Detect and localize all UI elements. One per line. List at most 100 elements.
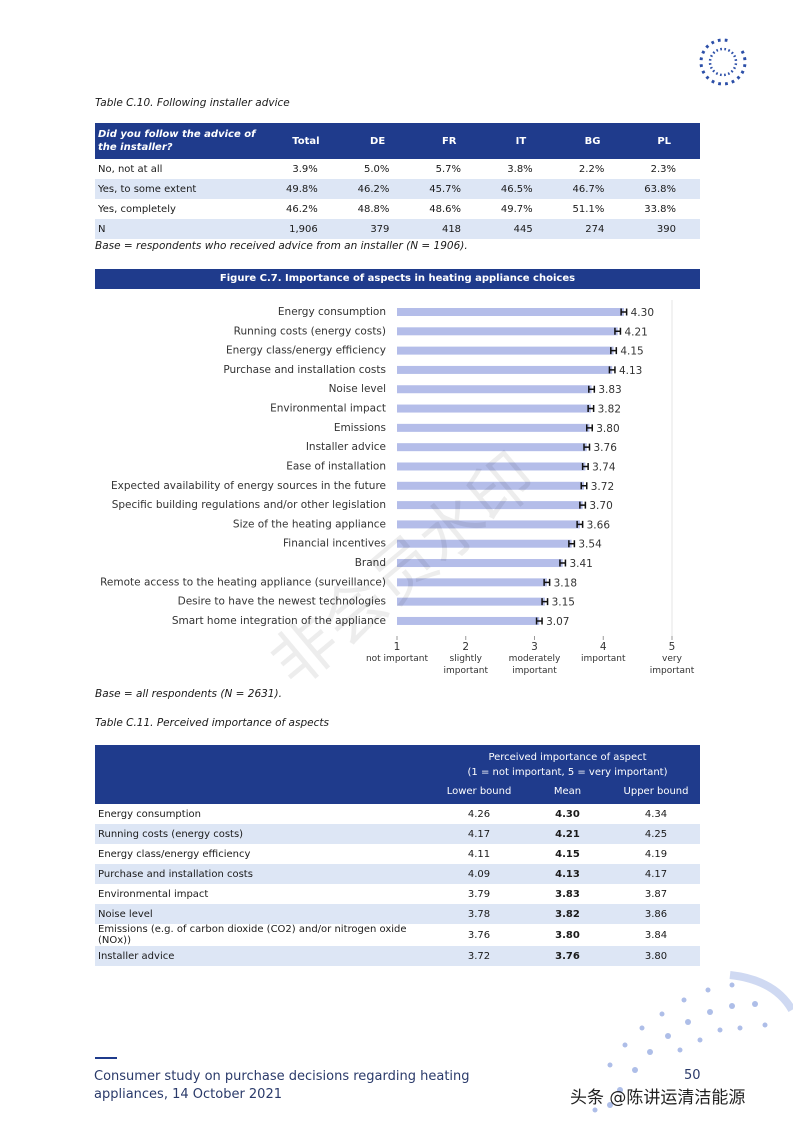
error-bar <box>576 520 584 528</box>
error-bar <box>614 327 622 335</box>
category-label: Environmental impact <box>270 403 386 415</box>
error-bar <box>583 443 591 451</box>
table-cell: 3.79 <box>467 888 491 900</box>
table-cell: 33.8% <box>644 203 676 215</box>
bar <box>397 597 545 606</box>
category-label: Desire to have the newest technologies <box>178 596 386 608</box>
figure-note: Base = all respondents (N = 2631). <box>95 688 282 700</box>
category-label: Size of the heating appliance <box>233 518 386 530</box>
category-label: Smart home integration of the appliance <box>172 615 386 627</box>
header-cell: IT <box>485 123 557 159</box>
category-label: Brand <box>355 557 386 569</box>
table-cell: 5.7% <box>435 163 462 175</box>
table-cell: 4.30 <box>555 808 580 820</box>
table-caption: Table C.10. Following installer advice <box>95 97 290 109</box>
table-cell: 46.7% <box>556 179 629 199</box>
table-cell: 1,906 <box>270 219 342 239</box>
table-cell: 4.15 <box>555 848 580 860</box>
header-cell: DE <box>341 123 414 159</box>
value-label: 4.21 <box>624 326 647 338</box>
table-cell: No, not at all <box>98 163 163 175</box>
header-cell: Did you follow the advice of the install… <box>95 123 271 159</box>
x-tick-label: 3 <box>531 641 538 653</box>
value-label: 4.15 <box>620 346 643 358</box>
value-label: 3.70 <box>589 500 612 512</box>
table-cell: Purchase and installation costs <box>95 864 435 884</box>
bar <box>397 520 580 529</box>
table-cell: 46.2% <box>285 203 318 215</box>
table-cell: 445 <box>485 219 557 239</box>
category-label: Ease of installation <box>286 460 386 472</box>
bar <box>397 385 592 394</box>
table-row: No, not at all 3.9% 5.0% 5.7% 3.8% 2.2% 2.3% <box>95 159 700 179</box>
table-cell: 3.76 <box>523 946 612 966</box>
table-cell: Environmental impact <box>98 888 209 900</box>
table-cell: Yes, to some extent <box>95 179 271 199</box>
table-cell: 3.8% <box>507 163 533 175</box>
error-bar <box>568 540 576 548</box>
value-label: 4.13 <box>619 365 642 377</box>
x-tick-label: 1 <box>394 641 401 653</box>
footer-title: Consumer study on purchase decisions reg… <box>94 1069 470 1102</box>
category-label: Specific building regulations and/or oth… <box>112 499 386 511</box>
category-label: Energy class/energy efficiency <box>226 345 386 357</box>
table-cell: Yes, completely <box>98 203 176 215</box>
x-tick-label: 4 <box>600 641 607 653</box>
footer-rule <box>95 1057 117 1059</box>
bar <box>397 404 591 413</box>
table-row: Environmental impact 3.79 3.83 3.87 <box>95 884 700 904</box>
table: Did you follow the advice of the install… <box>95 123 700 239</box>
table-row: Purchase and installation costs 4.09 4.13 4… <box>95 864 701 884</box>
chart-area: 1 2 3 4 5 Energy consumption 4.30 Running costs… <box>95 296 700 686</box>
table-row: N 1,906 379 418 445 274 390 <box>95 219 700 239</box>
header-group-line: Perceived importance of aspect <box>488 752 647 763</box>
table-cell: Emissions (e.g. of carbon dioxide (CO2) … <box>98 924 407 946</box>
value-label: 3.07 <box>546 616 569 628</box>
error-bar <box>608 366 616 374</box>
table-cell: 3.80 <box>555 929 580 941</box>
header-group: Perceived importance of aspect (1 = not i… <box>435 745 701 781</box>
table-cell: 3.87 <box>644 888 668 900</box>
table-row: Running costs (energy costs) 4.17 4.21 4.25 <box>95 824 701 844</box>
logo <box>699 38 747 86</box>
value-label: 3.66 <box>587 519 611 531</box>
table-cell: N <box>95 219 271 239</box>
table-cell: 4.17 <box>612 864 701 884</box>
watermark: 头条 @陈讲运清洁能源 <box>570 1088 746 1108</box>
bar <box>397 578 547 587</box>
x-tick-description: moderately important <box>508 654 561 676</box>
table-cell: 4.34 <box>644 808 668 820</box>
table-row: Yes, to some extent 49.8% 46.2% 45.7% 46.5% 4… <box>95 179 700 199</box>
chart: 1 2 3 4 5 Energy consumption 4.30 Running costs… <box>100 300 675 653</box>
table-row: Energy class/energy efficiency 4.11 4.15 4.… <box>95 844 700 864</box>
bar <box>397 539 572 548</box>
error-bar <box>535 617 543 625</box>
category-label: Remote access to the heating appliance (… <box>100 576 386 588</box>
value-label: 3.41 <box>569 558 592 570</box>
header-row: Perceived importance of aspect (1 = not i… <box>95 745 701 804</box>
error-bar <box>588 385 596 393</box>
table-cell: 48.6% <box>429 203 462 215</box>
value-label: 3.80 <box>596 423 619 435</box>
table-cell: 379 <box>341 219 414 239</box>
table-cell: 4.21 <box>523 824 612 844</box>
error-bar <box>586 424 593 432</box>
table-note: Base = respondents who received advice f… <box>95 240 468 252</box>
table-cell: 3.78 <box>435 904 523 924</box>
category-label: Purchase and installation costs <box>223 364 386 376</box>
bar <box>397 327 618 336</box>
value-label: 3.18 <box>554 577 577 589</box>
table-cell: 4.13 <box>523 864 612 884</box>
error-bar <box>587 405 595 413</box>
table-cell: 4.17 <box>435 824 523 844</box>
table-cell: Installer advice <box>95 946 435 966</box>
value-label: 3.83 <box>598 384 621 396</box>
table-cell: 63.8% <box>628 179 700 199</box>
table-row: Noise level 3.78 3.82 3.86 <box>95 904 701 924</box>
table-cell: 49.8% <box>270 179 342 199</box>
table-cell: 4.19 <box>644 848 668 860</box>
bar <box>397 559 563 568</box>
bar <box>397 308 624 316</box>
value-label: 3.54 <box>578 539 602 551</box>
